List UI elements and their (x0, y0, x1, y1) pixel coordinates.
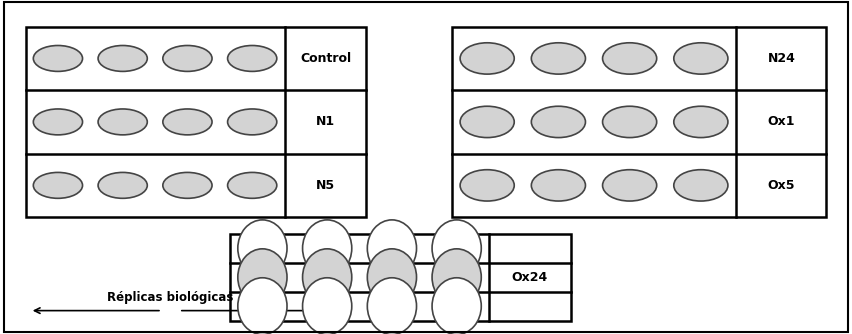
Ellipse shape (302, 220, 352, 277)
Ellipse shape (302, 249, 352, 306)
Ellipse shape (602, 170, 657, 201)
Text: Control: Control (300, 52, 351, 65)
Ellipse shape (98, 172, 147, 198)
Text: N24: N24 (768, 52, 796, 65)
Ellipse shape (238, 249, 287, 306)
Ellipse shape (432, 249, 481, 306)
Ellipse shape (227, 172, 277, 198)
Ellipse shape (602, 106, 657, 138)
Ellipse shape (163, 109, 212, 135)
Ellipse shape (238, 220, 287, 277)
Ellipse shape (367, 249, 417, 306)
Bar (452, 27, 826, 217)
Ellipse shape (33, 45, 83, 71)
Ellipse shape (674, 43, 728, 74)
Ellipse shape (674, 170, 728, 201)
Ellipse shape (532, 170, 585, 201)
Text: N1: N1 (316, 116, 335, 128)
Text: N5: N5 (316, 179, 335, 192)
Bar (26, 27, 366, 217)
Text: Ox24: Ox24 (512, 271, 548, 284)
Ellipse shape (33, 109, 83, 135)
Ellipse shape (238, 278, 287, 334)
Ellipse shape (227, 45, 277, 71)
Ellipse shape (227, 109, 277, 135)
Ellipse shape (460, 43, 515, 74)
Ellipse shape (602, 43, 657, 74)
Ellipse shape (460, 106, 515, 138)
Text: Ox1: Ox1 (768, 116, 795, 128)
Ellipse shape (432, 278, 481, 334)
Ellipse shape (367, 278, 417, 334)
Ellipse shape (460, 170, 515, 201)
Ellipse shape (98, 109, 147, 135)
Ellipse shape (532, 43, 585, 74)
Ellipse shape (432, 220, 481, 277)
Ellipse shape (367, 220, 417, 277)
Ellipse shape (33, 172, 83, 198)
Text: Réplicas biológicas: Réplicas biológicas (107, 291, 233, 304)
Bar (230, 234, 571, 321)
Ellipse shape (163, 45, 212, 71)
Ellipse shape (532, 106, 585, 138)
Text: Ox5: Ox5 (768, 179, 795, 192)
Ellipse shape (98, 45, 147, 71)
Ellipse shape (302, 278, 352, 334)
Ellipse shape (674, 106, 728, 138)
Ellipse shape (163, 172, 212, 198)
